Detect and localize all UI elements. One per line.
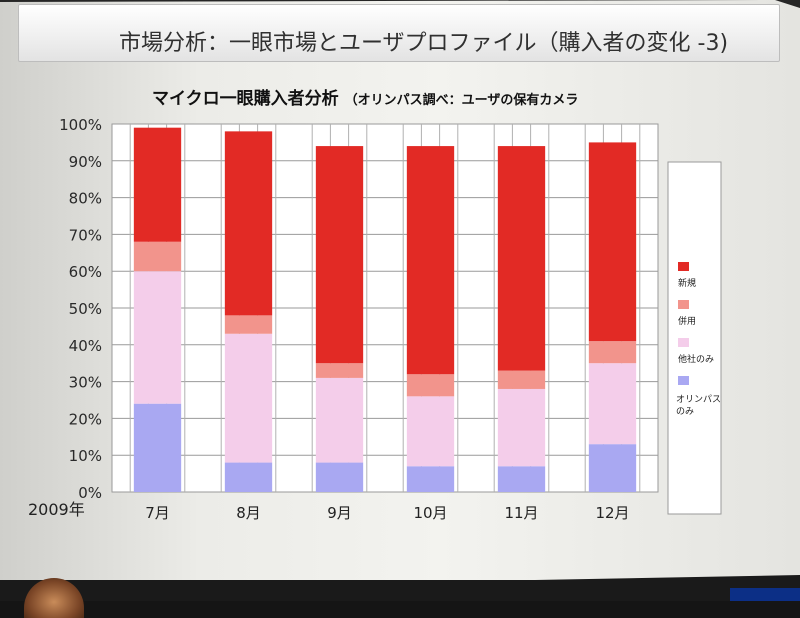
slide-title: 市場分析：一眼市場とユーザプロファイル（購入者の変化 -3) <box>119 31 729 56</box>
bar-segment <box>497 466 546 492</box>
chart-title: マイクロ一眼購入者分析 <box>152 89 339 109</box>
legend-swatch <box>678 338 689 347</box>
stacked-bar-chart: 0% 10% 20% 30% 40% 50% 60% 70% 80% 90% 100% 7月 8月 9月 1… <box>28 116 722 522</box>
x-tick-label: 11月 <box>504 504 538 522</box>
bar-segment <box>224 462 273 492</box>
bar-segment <box>315 377 364 463</box>
legend-box <box>667 161 722 515</box>
legend-swatch <box>678 262 689 271</box>
y-tick-label: 80% <box>69 190 102 208</box>
bar-segment <box>497 146 546 371</box>
legend-label-cont: のみ <box>676 406 694 417</box>
bar-segment <box>406 396 455 467</box>
bar-segment <box>315 363 364 378</box>
y-tick-label: 70% <box>69 226 102 244</box>
y-tick-label: 0% <box>78 484 102 502</box>
audience-head <box>24 578 84 618</box>
x-tick-label: 7月 <box>145 504 170 522</box>
bar-segment <box>133 271 182 404</box>
y-tick-label: 100% <box>59 116 102 134</box>
legend-swatch <box>678 300 689 309</box>
corner-logo <box>730 588 800 601</box>
bar-segment <box>133 403 182 492</box>
bar-segment <box>497 370 546 389</box>
bar-segment <box>133 127 182 242</box>
legend-swatch <box>678 376 689 385</box>
bar-segment <box>588 142 637 342</box>
bar-segment <box>224 315 273 334</box>
bar-segment <box>315 146 364 364</box>
bar-segment <box>406 374 455 397</box>
legend-label: 新規 <box>678 277 696 289</box>
legend-label: オリンパス <box>676 394 721 405</box>
bar-segment <box>588 363 637 445</box>
slide-title-bar: 市場分析：一眼市場とユーザプロファイル（購入者の変化 -3) <box>18 4 780 62</box>
bar-segment <box>133 241 182 272</box>
y-tick-label: 90% <box>69 153 102 171</box>
bar-segment <box>406 146 455 375</box>
y-tick-label: 10% <box>69 447 102 465</box>
x-tick-label: 9月 <box>327 504 352 522</box>
chart-subtitle: （オリンパス調べ：ユーザの保有カメラ <box>344 93 579 108</box>
year-label: 2009年 <box>28 500 85 519</box>
y-tick-label: 40% <box>69 337 102 355</box>
legend-label: 他社のみ <box>678 353 714 365</box>
x-tick-label: 10月 <box>413 504 447 522</box>
bar-segment <box>588 444 637 492</box>
legend-label: 併用 <box>678 315 696 327</box>
chart-title-group: マイクロ一眼購入者分析 （オリンパス調べ：ユーザの保有カメラ <box>152 84 578 109</box>
bar-segment <box>588 341 637 364</box>
bar-segment <box>406 466 455 492</box>
bar-segment <box>497 388 546 467</box>
presentation-slide: 市場分析：一眼市場とユーザプロファイル（購入者の変化 -3) マイクロ一眼購入者… <box>0 0 800 580</box>
y-tick-label: 30% <box>69 374 102 392</box>
x-tick-label: 8月 <box>236 504 261 522</box>
y-tick-label: 60% <box>69 263 102 281</box>
bar-segment <box>224 333 273 463</box>
y-tick-label: 20% <box>69 410 102 428</box>
y-tick-label: 50% <box>69 300 102 318</box>
bar-segment <box>315 462 364 492</box>
bar-segment <box>224 131 273 316</box>
x-tick-label: 12月 <box>595 504 629 522</box>
